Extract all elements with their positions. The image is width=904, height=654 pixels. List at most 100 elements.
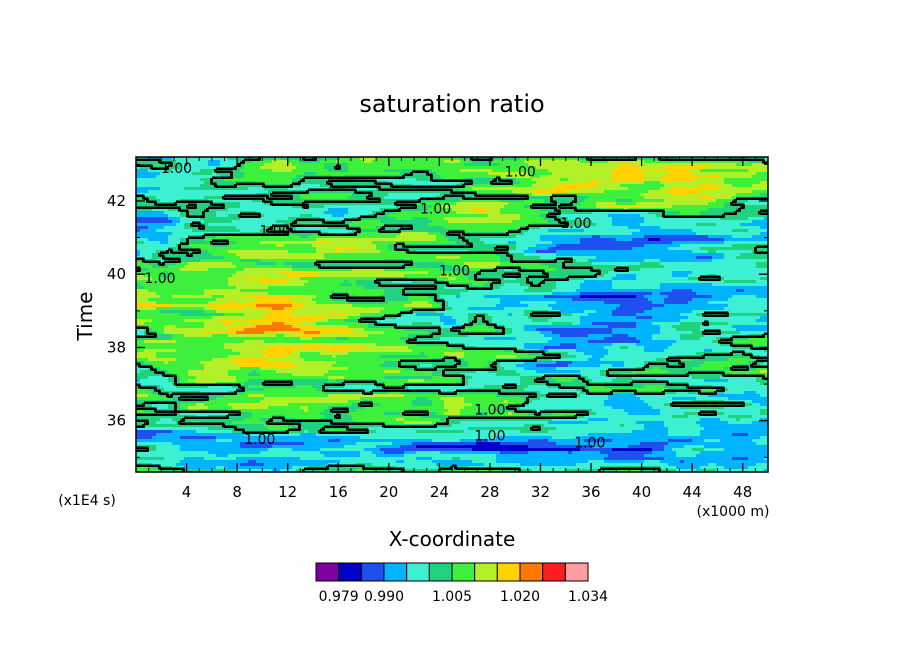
field-cell (684, 223, 689, 227)
field-cell (588, 226, 593, 230)
field-cell (764, 229, 768, 233)
field-cell (140, 190, 145, 194)
field-cell (716, 166, 721, 170)
field-cell (660, 163, 665, 167)
field-cell (484, 238, 489, 242)
field-cell (144, 181, 149, 185)
field-cell (640, 184, 645, 188)
field-cell (644, 247, 649, 251)
field-cell (748, 211, 753, 215)
field-cell (260, 190, 265, 194)
field-cell (644, 172, 649, 176)
field-cell (580, 193, 585, 197)
field-cell (712, 241, 717, 245)
field-cell (516, 157, 521, 161)
field-cell (456, 160, 461, 164)
field-cell (456, 196, 461, 200)
field-cell (388, 235, 393, 239)
field-cell (640, 181, 645, 185)
field-cell (556, 199, 561, 203)
field-cell (664, 163, 669, 167)
field-cell (508, 220, 513, 224)
field-cell (140, 175, 145, 179)
field-cell (624, 205, 629, 209)
field-cell (652, 205, 657, 209)
field-cell (436, 223, 441, 227)
field-cell (544, 157, 549, 161)
field-cell (412, 229, 417, 233)
field-cell (632, 196, 637, 200)
field-cell (556, 235, 561, 239)
field-cell (652, 229, 657, 233)
field-cell (376, 217, 381, 221)
field-cell (160, 232, 165, 236)
field-cell (144, 175, 149, 179)
field-cell (220, 208, 225, 212)
field-cell (596, 247, 601, 251)
field-cell (480, 202, 485, 206)
field-cell (596, 178, 601, 182)
field-cell (724, 199, 729, 203)
field-cell (412, 196, 417, 200)
field-cell (356, 196, 361, 200)
field-cell (636, 172, 641, 176)
field-cell (136, 235, 141, 239)
field-cell (624, 178, 629, 182)
field-cell (480, 184, 485, 188)
field-cell (380, 196, 385, 200)
field-cell (604, 202, 609, 206)
field-cell (416, 181, 421, 185)
field-cell (308, 202, 313, 206)
field-cell (600, 178, 605, 182)
field-cell (704, 211, 709, 215)
field-cell (728, 175, 733, 179)
field-cell (596, 166, 601, 170)
field-cell (764, 226, 768, 230)
field-cell (464, 247, 469, 251)
field-cell (636, 184, 641, 188)
field-cell (532, 163, 537, 167)
field-cell (584, 223, 589, 227)
field-cell (284, 163, 289, 167)
field-cell (548, 190, 553, 194)
field-cell (140, 232, 145, 236)
field-cell (372, 250, 377, 254)
field-cell (308, 160, 313, 164)
field-cell (256, 205, 261, 209)
field-cell (628, 235, 633, 239)
field-cell (628, 220, 633, 224)
field-cell (376, 226, 381, 230)
field-cell (420, 241, 425, 245)
field-cell (764, 220, 768, 224)
field-cell (568, 166, 573, 170)
field-cell (740, 169, 745, 173)
field-cell (640, 238, 645, 242)
field-cell (580, 223, 585, 227)
field-cell (244, 229, 249, 233)
field-cell (708, 247, 713, 251)
field-cell (704, 226, 709, 230)
field-cell (608, 229, 613, 233)
field-cell (236, 199, 241, 203)
field-cell (380, 235, 385, 239)
field-cell (664, 226, 669, 230)
field-cell (404, 238, 409, 242)
field-cell (276, 205, 281, 209)
field-cell (276, 244, 281, 248)
field-cell (760, 205, 765, 209)
field-cell (552, 163, 557, 167)
field-cell (292, 157, 297, 161)
field-cell (640, 166, 645, 170)
field-cell (352, 193, 357, 197)
field-cell (492, 202, 497, 206)
field-cell (340, 244, 345, 248)
field-cell (536, 166, 541, 170)
field-cell (140, 250, 145, 254)
field-cell (236, 205, 241, 209)
field-cell (240, 157, 245, 161)
field-cell (560, 238, 565, 242)
field-cell (640, 199, 645, 203)
field-cell (224, 181, 229, 185)
field-cell (312, 247, 317, 251)
field-cell (532, 217, 537, 221)
